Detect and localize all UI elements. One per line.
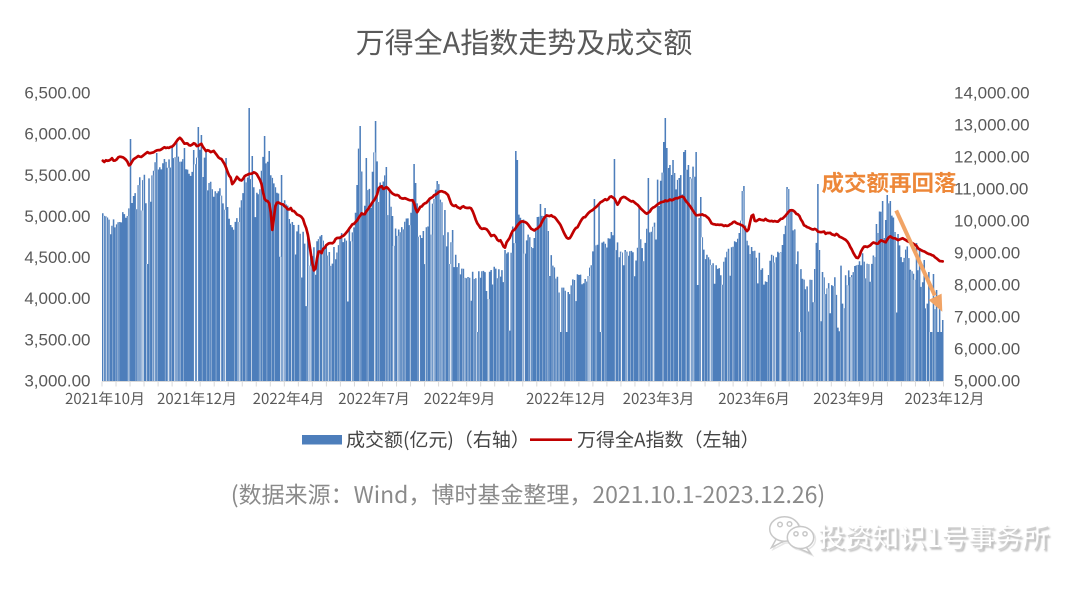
svg-text:13,000.00: 13,000.00 <box>954 116 1030 135</box>
svg-text:12,000.00: 12,000.00 <box>954 148 1030 167</box>
svg-text:7,000.00: 7,000.00 <box>954 308 1020 327</box>
svg-text:14,000.00: 14,000.00 <box>954 84 1030 103</box>
svg-text:5,000.00: 5,000.00 <box>24 207 90 226</box>
svg-text:6,500.00: 6,500.00 <box>24 84 90 103</box>
svg-text:3,000.00: 3,000.00 <box>24 372 90 391</box>
svg-text:5,500.00: 5,500.00 <box>24 166 90 185</box>
svg-text:9,000.00: 9,000.00 <box>954 244 1020 263</box>
svg-text:11,000.00: 11,000.00 <box>954 180 1028 199</box>
svg-text:4,000.00: 4,000.00 <box>24 289 90 308</box>
svg-text:8,000.00: 8,000.00 <box>954 276 1020 295</box>
svg-text:5,000.00: 5,000.00 <box>954 372 1020 391</box>
svg-text:6,000.00: 6,000.00 <box>24 125 90 144</box>
svg-text:3,500.00: 3,500.00 <box>24 330 90 349</box>
svg-text:10,000.00: 10,000.00 <box>954 212 1030 231</box>
svg-text:4,500.00: 4,500.00 <box>24 248 90 267</box>
svg-text:6,000.00: 6,000.00 <box>954 340 1020 359</box>
